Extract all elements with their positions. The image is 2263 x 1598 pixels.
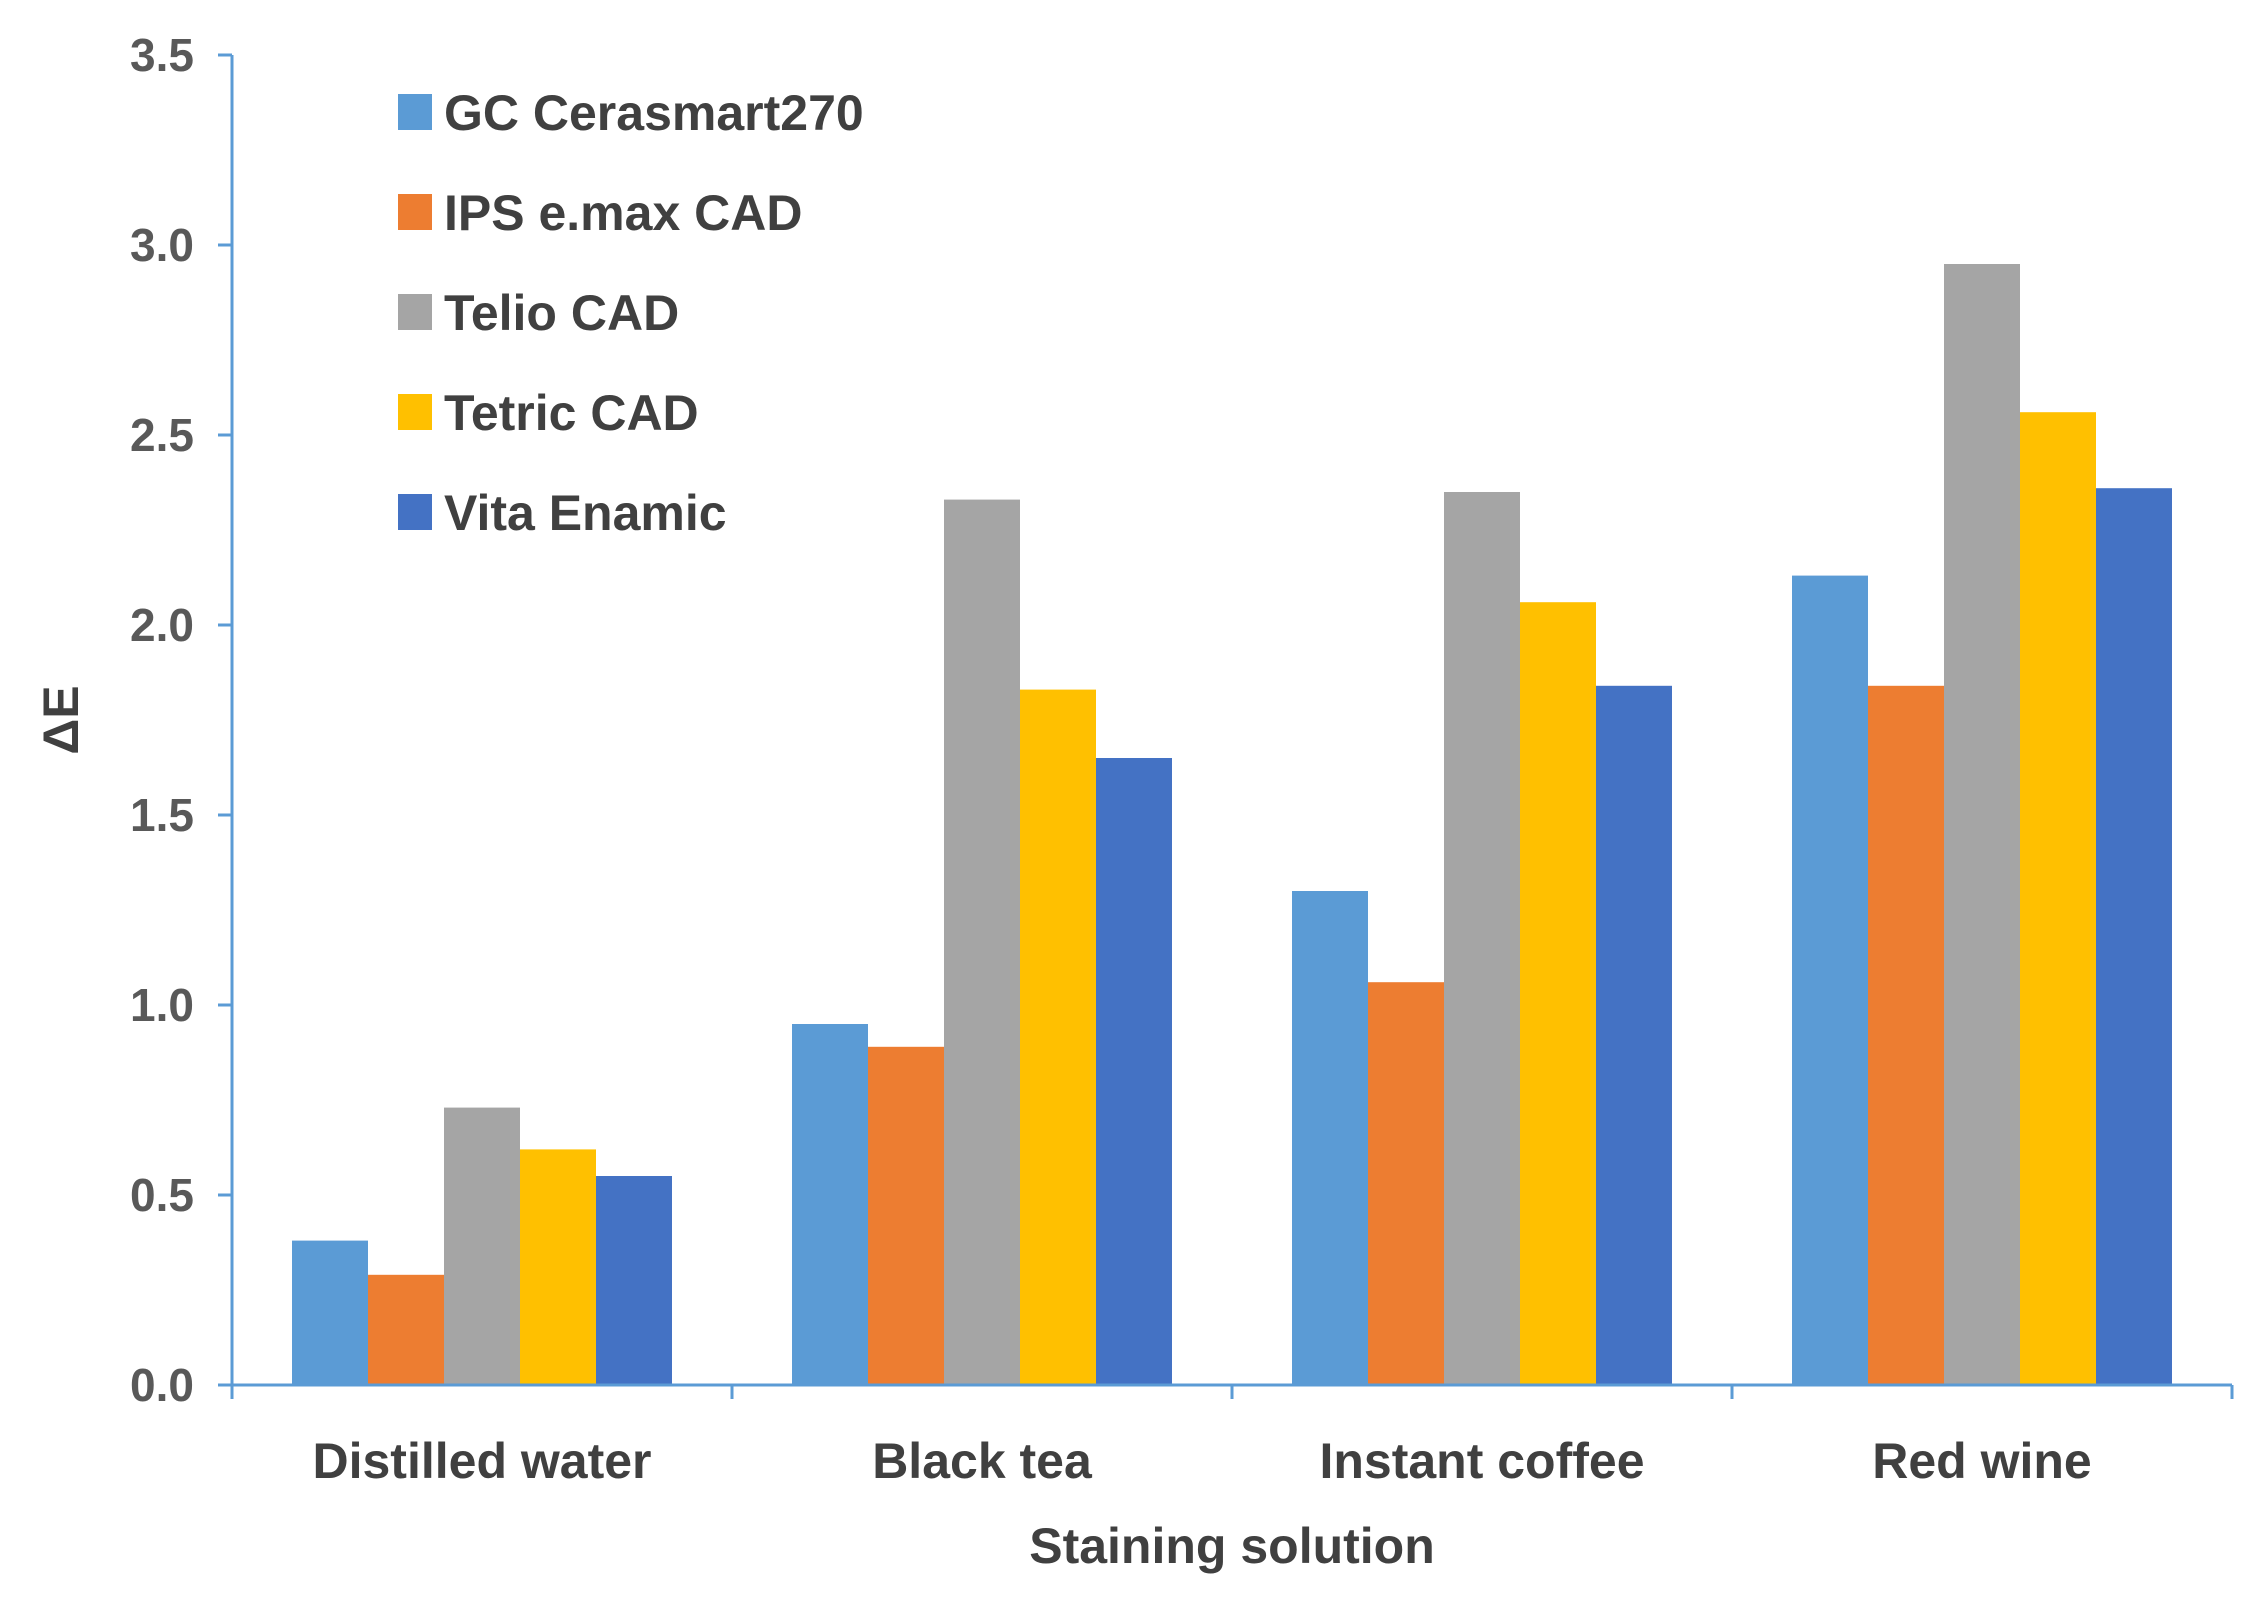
bar — [1596, 685, 1672, 1385]
legend-swatch — [398, 294, 432, 330]
legend-label: Telio CAD — [444, 285, 679, 341]
legend-swatch — [398, 394, 432, 430]
legend-swatch — [398, 194, 432, 230]
legend-label: GC Cerasmart270 — [444, 85, 864, 141]
bar — [1868, 685, 1944, 1385]
bar — [1292, 891, 1368, 1385]
bar — [444, 1107, 520, 1385]
y-tick-label: 3.0 — [130, 219, 194, 271]
x-tick-label: Distilled water — [313, 1433, 652, 1489]
legend: GC Cerasmart270 IPS e.max CAD Telio CAD Tet… — [398, 85, 864, 541]
bar — [868, 1046, 944, 1385]
bar — [1368, 982, 1444, 1385]
bar — [1944, 264, 2020, 1385]
y-axis-title: ΔE — [33, 685, 89, 754]
bar — [368, 1274, 444, 1385]
bars-group — [292, 264, 2172, 1386]
y-tick-label: 3.5 — [130, 29, 194, 81]
x-ticks-group: Distilled water Black tea Instant coffee Re… — [230, 1385, 2234, 1489]
bar — [2020, 412, 2096, 1385]
bar — [1792, 575, 1868, 1385]
y-tick-label: 0.5 — [130, 1169, 194, 1221]
bar — [1020, 689, 1096, 1385]
legend-swatch — [398, 494, 432, 530]
y-tick-label: 1.5 — [130, 789, 194, 841]
x-axis-title: Staining solution — [1029, 1518, 1435, 1574]
bar — [292, 1240, 368, 1385]
y-tick-label: 2.0 — [130, 599, 194, 651]
bar — [1444, 492, 1520, 1385]
y-ticks-group: 0.0 0.5 1.0 1.5 2.0 2.5 3.0 3.5 — [130, 29, 232, 1411]
bar — [792, 1024, 868, 1385]
bar — [2096, 488, 2172, 1385]
x-tick-label: Instant coffee — [1319, 1433, 1644, 1489]
bar — [1096, 758, 1172, 1385]
y-tick-label: 0.0 — [130, 1359, 194, 1411]
bar — [944, 499, 1020, 1386]
legend-label: Tetric CAD — [444, 385, 699, 441]
x-tick-label: Red wine — [1872, 1433, 2091, 1489]
bar — [520, 1149, 596, 1385]
x-tick-label: Black tea — [872, 1433, 1093, 1489]
legend-swatch — [398, 94, 432, 130]
legend-label: Vita Enamic — [444, 485, 727, 541]
y-tick-label: 2.5 — [130, 409, 194, 461]
bar — [1520, 602, 1596, 1385]
legend-label: IPS e.max CAD — [444, 185, 802, 241]
y-tick-label: 1.0 — [130, 979, 194, 1031]
bar — [596, 1176, 672, 1385]
